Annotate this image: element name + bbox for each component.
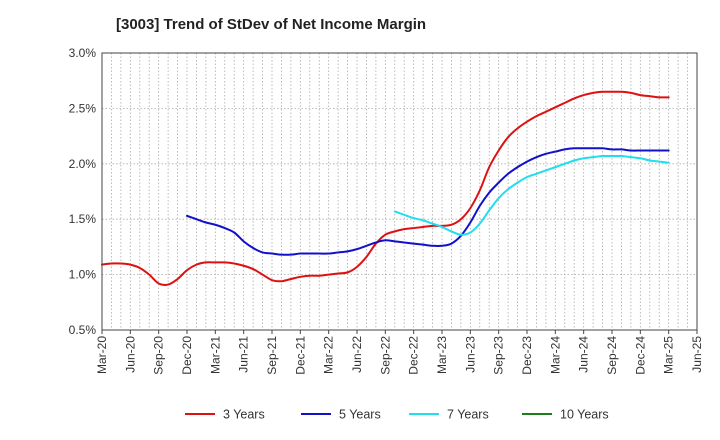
x-tick-label: Jun-25	[690, 336, 704, 373]
y-tick-label: 1.0%	[69, 268, 97, 282]
x-tick-label: Jun-21	[237, 336, 251, 373]
x-tick-label: Dec-21	[293, 336, 307, 375]
x-tick-label: Sep-21	[265, 336, 279, 375]
y-tick-label: 0.5%	[69, 323, 97, 337]
x-tick-label: Dec-22	[407, 336, 421, 375]
x-tick-label: Jun-20	[123, 336, 137, 373]
legend-label-7-years: 7 Years	[447, 408, 489, 422]
x-tick-label: Mar-22	[322, 336, 336, 374]
legend-label-10-years: 10 Years	[560, 408, 609, 422]
x-tick-label: Mar-25	[662, 336, 676, 374]
x-tick-label: Dec-23	[520, 336, 534, 375]
x-tick-label: Jun-24	[577, 336, 591, 373]
legend-label-5-years: 5 Years	[339, 408, 381, 422]
series-line-3-years	[101, 90, 670, 286]
plot-area	[102, 53, 697, 330]
legend: 3 Years 5 Years 7 Years 10 Years	[185, 408, 609, 422]
x-tick-label: Mar-24	[548, 336, 562, 374]
x-tick-label: Mar-23	[435, 336, 449, 374]
grid	[102, 53, 697, 330]
x-axis-ticks: Mar-20 Jun-20 Sep-20 Dec-20 Mar-21 Jun-21 Sep-…	[95, 330, 704, 375]
legend-label-3-years: 3 Years	[223, 408, 265, 422]
x-tick-label: Dec-20	[180, 336, 194, 375]
x-tick-label: Mar-20	[95, 336, 109, 374]
x-tick-label: Dec-24	[633, 336, 647, 375]
x-tick-label: Mar-21	[208, 336, 222, 374]
x-tick-label: Jun-23	[463, 336, 477, 373]
series-lines	[101, 90, 670, 286]
y-tick-label: 2.0%	[69, 157, 97, 171]
series-line-7-years	[393, 154, 670, 236]
x-tick-label: Sep-24	[605, 336, 619, 375]
y-tick-label: 1.5%	[69, 212, 97, 226]
y-tick-label: 3.0%	[69, 46, 97, 60]
x-tick-label: Sep-23	[492, 336, 506, 375]
series-line-5-years	[186, 147, 670, 256]
x-tick-label: Sep-22	[378, 336, 392, 375]
x-tick-label: Jun-22	[350, 336, 364, 373]
y-axis-ticks: 3.0% 2.5% 2.0% 1.5% 1.0% 0.5%	[69, 46, 97, 337]
x-tick-label: Sep-20	[152, 336, 166, 375]
plot-border	[101, 52, 698, 331]
y-tick-label: 2.5%	[69, 101, 97, 115]
chart-title: [3003] Trend of StDev of Net Income Marg…	[116, 16, 426, 33]
